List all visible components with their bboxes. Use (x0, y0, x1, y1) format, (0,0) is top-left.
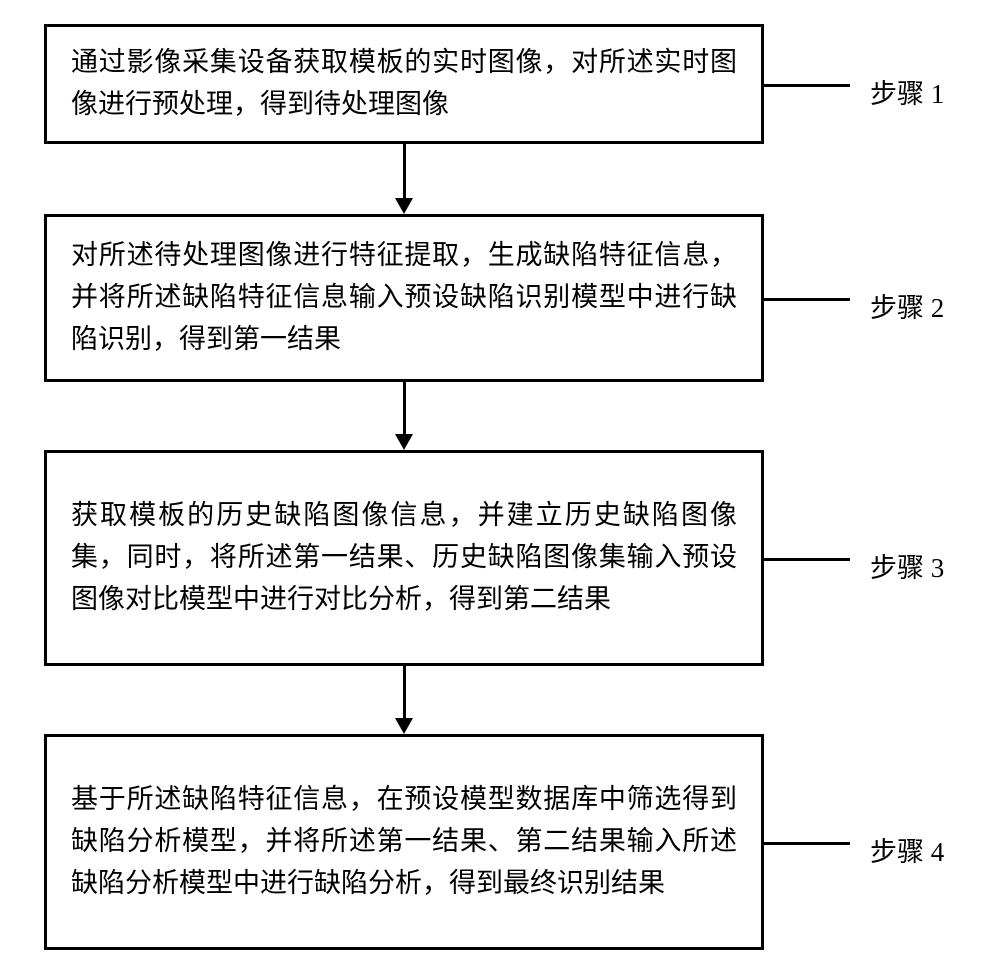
arrow-3-4-line (403, 666, 406, 718)
step-box-3: 获取模板的历史缺陷图像信息，并建立历史缺陷图像集，同时，将所述第一结果、历史缺陷… (44, 450, 764, 666)
arrow-3-4-head (395, 718, 413, 734)
flowchart-container: 通过影像采集设备获取模板的实时图像，对所述实时图像进行预处理，得到待处理图像 步… (0, 0, 1000, 968)
arrow-1-2-head (395, 198, 413, 214)
step-label-3: 步骤 3 (870, 546, 944, 585)
arrow-1-2-line (403, 144, 406, 198)
connector-4 (764, 842, 850, 845)
step-label-2: 步骤 2 (870, 286, 944, 325)
step-box-4: 基于所述缺陷特征信息，在预设模型数据库中筛选得到缺陷分析模型，并将所述第一结果、… (44, 734, 764, 950)
step-box-1: 通过影像采集设备获取模板的实时图像，对所述实时图像进行预处理，得到待处理图像 (44, 24, 764, 144)
step-label-1: 步骤 1 (870, 72, 944, 111)
step-text-3: 获取模板的历史缺陷图像信息，并建立历史缺陷图像集，同时，将所述第一结果、历史缺陷… (71, 495, 737, 621)
arrow-2-3-line (403, 382, 406, 434)
step-text-2: 对所述待处理图像进行特征提取，生成缺陷特征信息，并将所述缺陷特征信息输入预设缺陷… (71, 235, 737, 361)
step-text-4: 基于所述缺陷特征信息，在预设模型数据库中筛选得到缺陷分析模型，并将所述第一结果、… (71, 779, 737, 905)
connector-3 (764, 558, 850, 561)
connector-2 (764, 298, 850, 301)
step-box-2: 对所述待处理图像进行特征提取，生成缺陷特征信息，并将所述缺陷特征信息输入预设缺陷… (44, 214, 764, 382)
step-label-4: 步骤 4 (870, 830, 944, 869)
connector-1 (764, 84, 850, 87)
arrow-2-3-head (395, 434, 413, 450)
step-text-1: 通过影像采集设备获取模板的实时图像，对所述实时图像进行预处理，得到待处理图像 (71, 42, 737, 126)
